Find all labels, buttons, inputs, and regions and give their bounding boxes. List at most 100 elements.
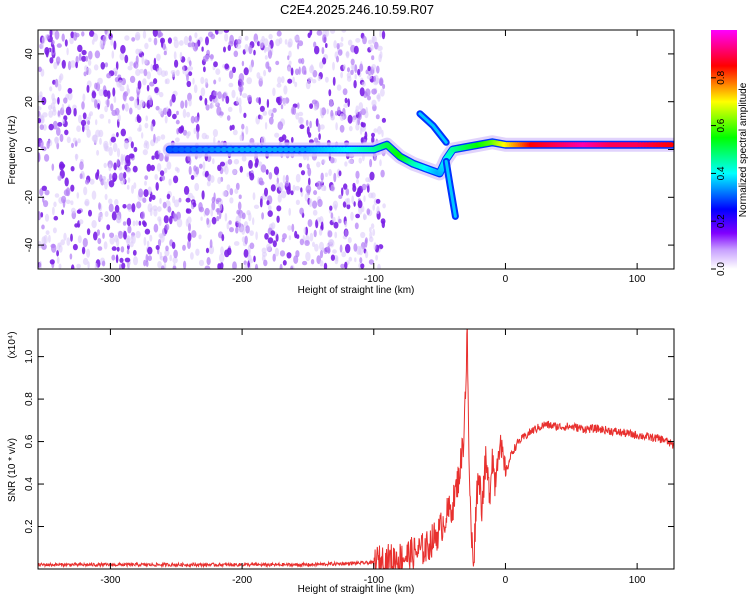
noise-cell	[70, 60, 76, 68]
noise-cell	[135, 31, 141, 41]
noise-cell	[373, 242, 377, 251]
noise-cell	[307, 219, 313, 228]
noise-cell	[247, 94, 252, 102]
noise-cell	[346, 204, 351, 210]
noise-cell	[285, 174, 289, 183]
noise-cell	[187, 192, 193, 199]
noise-cell	[49, 57, 54, 64]
noise-cell	[367, 65, 372, 72]
noise-cell	[265, 61, 270, 69]
noise-cell	[124, 54, 129, 64]
noise-cell	[238, 73, 245, 83]
noise-cell	[81, 49, 87, 56]
noise-cell	[353, 45, 359, 55]
noise-cell	[65, 106, 72, 116]
noise-cell	[368, 259, 374, 265]
noise-cell	[344, 229, 349, 237]
noise-cell	[381, 117, 386, 123]
noise-cell	[153, 223, 159, 233]
snr-panel: -300 -200 -100 0 100 0.2 0.4 0.6 0.8 1.0 Height …	[7, 328, 675, 595]
noise-cell	[298, 40, 304, 47]
noise-cell	[173, 175, 179, 184]
noise-cell	[253, 49, 256, 56]
noise-cell	[259, 198, 263, 208]
spectrogram-x-tick-label: 100	[629, 274, 646, 285]
noise-cell	[155, 245, 160, 250]
noise-cell	[267, 66, 272, 73]
noise-cell	[202, 161, 206, 171]
ridge-cell	[184, 146, 191, 153]
noise-cell	[93, 64, 99, 71]
noise-cell	[169, 215, 173, 225]
noise-cell	[187, 216, 192, 224]
noise-cell	[75, 153, 78, 162]
noise-cell	[336, 84, 342, 91]
noise-cell	[237, 201, 242, 211]
noise-cell	[372, 204, 376, 211]
noise-cell	[341, 30, 347, 33]
noise-cell	[119, 52, 125, 61]
noise-cell	[194, 32, 198, 39]
noise-cell	[217, 91, 222, 99]
noise-cell	[266, 243, 272, 252]
noise-cell	[203, 66, 206, 73]
noise-cell	[219, 202, 222, 211]
noise-cell	[50, 102, 56, 110]
noise-cell	[106, 98, 110, 108]
noise-cell	[160, 265, 165, 269]
noise-cell	[268, 33, 273, 40]
noise-cell	[111, 246, 117, 251]
noise-cell	[149, 81, 155, 87]
noise-cell	[345, 188, 350, 196]
noise-cell	[146, 102, 149, 108]
noise-cell	[168, 178, 172, 186]
noise-cell	[41, 146, 47, 152]
noise-cell	[175, 119, 180, 125]
noise-cell	[261, 251, 268, 257]
noise-cell	[341, 187, 344, 197]
noise-cell	[375, 114, 380, 120]
noise-cell	[205, 104, 210, 111]
noise-cell	[157, 239, 162, 247]
noise-cell	[210, 208, 214, 217]
noise-cell	[71, 142, 74, 148]
noise-cell	[299, 207, 304, 215]
noise-cell	[308, 177, 311, 186]
noise-cell	[70, 184, 75, 192]
noise-cell	[347, 237, 352, 244]
noise-cell	[332, 76, 336, 86]
noise-cell	[52, 206, 55, 216]
noise-cell	[114, 234, 119, 243]
noise-cell	[375, 198, 381, 204]
noise-cell	[245, 125, 249, 135]
noise-cell	[223, 46, 226, 53]
noise-cell	[141, 55, 144, 65]
noise-cell	[189, 60, 192, 67]
noise-cell	[113, 162, 117, 171]
noise-cell	[113, 40, 117, 50]
noise-cell	[201, 190, 205, 200]
noise-cell	[278, 136, 284, 142]
noise-cell	[248, 64, 253, 73]
noise-cell	[361, 122, 366, 128]
noise-cell	[190, 175, 195, 180]
noise-cell	[305, 80, 311, 90]
noise-cell	[361, 81, 366, 87]
noise-cell	[46, 140, 50, 149]
noise-cell	[371, 64, 377, 70]
noise-cell	[275, 60, 280, 66]
noise-cell	[76, 263, 81, 269]
noise-cell	[364, 131, 368, 139]
noise-cell	[229, 197, 234, 204]
noise-cell	[74, 223, 79, 228]
noise-cell	[81, 246, 86, 255]
noise-cell	[313, 190, 318, 196]
snr-x-tick-label: 100	[629, 575, 646, 586]
noise-cell	[328, 89, 332, 97]
noise-cell	[182, 129, 188, 136]
spectrogram-y-tick-label: -20	[24, 190, 35, 205]
noise-cell	[87, 261, 90, 269]
noise-cell	[228, 70, 234, 80]
noise-cell	[80, 119, 87, 126]
